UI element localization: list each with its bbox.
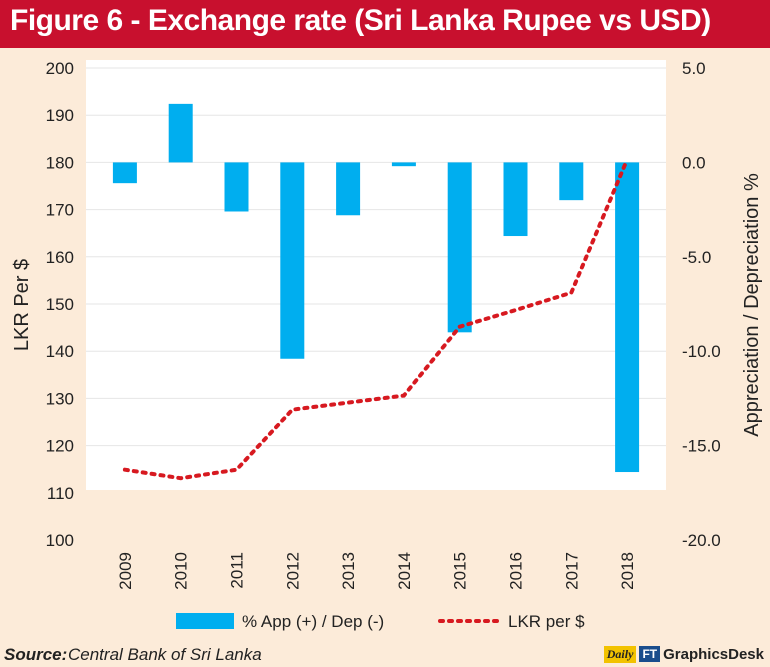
logo-ft: FT: [639, 646, 661, 662]
x-tick-label: 2010: [172, 552, 191, 590]
y-left-tick-label: 100: [46, 531, 74, 550]
y-right-tick-label: -10.0: [682, 342, 721, 361]
y-left-tick-label: 190: [46, 106, 74, 125]
x-tick-label: 2018: [618, 552, 637, 590]
graphicsdesk-logo: Daily FT GraphicsDesk: [603, 644, 764, 664]
legend: % App (+) / Dep (-) LKR per $: [176, 612, 585, 631]
logo-daily: Daily: [603, 645, 637, 663]
legend-bar-swatch: [176, 613, 234, 629]
y-left-tick-label: 200: [46, 59, 74, 78]
x-tick-label: 2011: [228, 552, 247, 589]
chart-title: Figure 6 - Exchange rate (Sri Lanka Rupe…: [10, 4, 711, 37]
x-tick-label: 2017: [562, 552, 581, 590]
source-text: Central Bank of Sri Lanka: [68, 645, 262, 664]
logo-brand: GraphicsDesk: [663, 645, 764, 663]
y-left-tick-label: 140: [46, 342, 74, 361]
bar-2011: [224, 162, 249, 212]
y-right-tick-label: -20.0: [682, 531, 721, 550]
legend-bar-label: % App (+) / Dep (-): [242, 612, 384, 631]
source-label: Source:: [4, 645, 68, 664]
x-tick-label: 2015: [451, 552, 470, 590]
x-tick-label: 2014: [395, 552, 414, 590]
y-right-tick-label: 0.0: [682, 153, 706, 172]
y-left-tick-label: 120: [46, 437, 74, 456]
legend-line-label: LKR per $: [508, 612, 585, 631]
y-axis-right: 5.0 0.0 -5.0 -10.0 -15.0 -20.0: [682, 59, 721, 550]
y-axis-left: 200 190 180 170 160 150 140 130 120 110 100: [46, 59, 74, 550]
bar-2017: [559, 162, 584, 201]
y-axis-right-title: Appreciation / Depreciation %: [741, 173, 763, 437]
y-left-tick-label: 150: [46, 295, 74, 314]
y-right-tick-label: -15.0: [682, 437, 721, 456]
y-axis-left-title: LKR Per $: [11, 259, 33, 351]
x-tick-label: 2016: [507, 552, 526, 590]
bar-2014: [391, 162, 416, 167]
bar-2016: [503, 162, 528, 237]
bar-2018: [615, 162, 640, 473]
bar-2012: [280, 162, 305, 359]
y-right-tick-label: -5.0: [682, 248, 711, 267]
bar-2009: [112, 162, 137, 184]
x-tick-label: 2013: [339, 552, 358, 590]
x-axis: 2009 2010 2011 2012 2013 2014 2015 2016 2017 2018: [116, 552, 637, 590]
y-left-tick-label: 160: [46, 248, 74, 267]
x-tick-label: 2009: [116, 552, 135, 590]
y-left-tick-label: 130: [46, 389, 74, 408]
bar-2015: [447, 162, 472, 333]
x-tick-label: 2012: [283, 552, 302, 590]
y-left-tick-label: 170: [46, 201, 74, 220]
bar-2010: [168, 103, 193, 163]
y-left-tick-label: 180: [46, 153, 74, 172]
lkr-line-series: [122, 157, 630, 481]
y-left-tick-label: 110: [47, 484, 74, 503]
bars-series: [112, 103, 640, 473]
title-bar: Figure 6 - Exchange rate (Sri Lanka Rupe…: [0, 0, 770, 48]
chart: 200 190 180 170 160 150 140 130 120 110 100 5.0 0.0…: [11, 59, 763, 631]
bar-2013: [336, 162, 361, 216]
y-right-tick-label: 5.0: [682, 59, 706, 78]
footer: Source: Central Bank of Sri Lanka Daily …: [0, 640, 770, 667]
